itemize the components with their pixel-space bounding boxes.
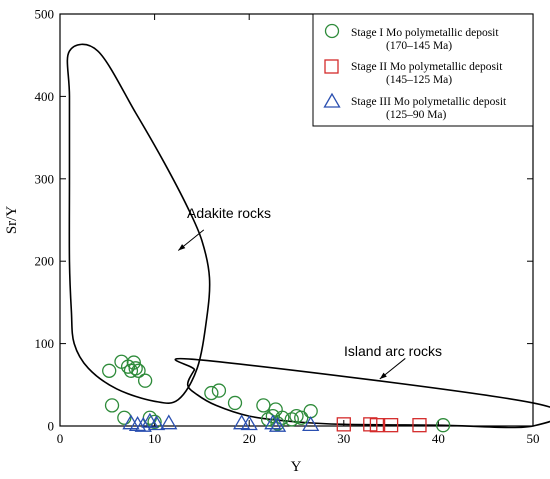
stage1-point [128, 361, 143, 376]
legend-label-stage3: Stage III Mo polymetallic deposit [351, 96, 507, 108]
stage1-point [137, 373, 153, 388]
stage1-point [126, 355, 141, 370]
annotation-arrow-head [178, 244, 186, 251]
legend-box [312, 13, 534, 127]
legend-age-stage1: (170–145 Ma) [386, 40, 452, 52]
adakite-boundary [66, 43, 211, 404]
y-axis-title: Sr/Y [4, 206, 20, 235]
stage1-point [102, 363, 117, 378]
stage1-point [284, 412, 299, 427]
x-tick-label: 40 [432, 431, 445, 446]
stage3-point [233, 414, 251, 430]
stage1-point [204, 385, 219, 401]
stage1-point [227, 395, 243, 411]
stage1-point [294, 410, 309, 425]
stage2-point [412, 418, 427, 433]
y-tick-label: 400 [35, 89, 55, 104]
stage1-point [104, 398, 120, 413]
stage3-point [128, 416, 147, 432]
island-arc-label: Island arc rocks [344, 343, 442, 359]
x-tick-label: 0 [57, 431, 64, 446]
stage1-point [435, 418, 451, 433]
stage2-point [383, 418, 399, 433]
x-axis-title: Y [291, 459, 302, 475]
stage1-point [275, 410, 290, 425]
stage1-point [117, 410, 132, 425]
y-tick-label: 0 [48, 419, 55, 434]
stage1-point [131, 363, 146, 378]
annotation-arrow-head [379, 372, 387, 380]
stage3-point [268, 416, 287, 432]
adakite-label: Adakite rocks [187, 205, 271, 221]
stage3-point [147, 415, 166, 431]
stage3-point [160, 414, 178, 430]
legend-age-stage2: (145–125 Ma) [386, 74, 452, 86]
stage2-point [369, 418, 385, 433]
legend-marker-stage2 [324, 59, 339, 74]
legend: Stage I Mo polymetallic deposit (170–145… [312, 13, 534, 127]
island-arc-boundary [174, 357, 550, 429]
x-tick-label: 30 [337, 431, 350, 446]
stage1-point [256, 398, 271, 413]
stage2-point [336, 417, 351, 432]
y-tick-label: 200 [35, 254, 55, 269]
y-tick-label: 500 [35, 7, 55, 22]
y-tick-label: 100 [35, 336, 55, 351]
legend-marker-stage3 [323, 92, 341, 108]
x-tick-label: 10 [148, 431, 161, 446]
stage1-point [211, 383, 227, 398]
legend-label-stage2: Stage II Mo polymetallic deposit [351, 61, 503, 73]
stage1-point [303, 404, 318, 419]
legend-age-stage3: (125–90 Ma) [386, 109, 447, 121]
data-points [102, 354, 451, 433]
legend-marker-stage1 [324, 23, 340, 39]
stage3-point [134, 416, 152, 432]
stage1-point [265, 408, 281, 424]
stage3-point [302, 416, 320, 432]
y-tick-label: 300 [35, 171, 55, 186]
x-tick-label: 50 [527, 431, 540, 446]
plot-frame [59, 13, 534, 427]
stage3-point [240, 415, 258, 431]
stage1-point [147, 414, 162, 430]
stage3-point [264, 414, 282, 430]
x-tick-label: 20 [243, 431, 256, 446]
legend-label-stage1: Stage I Mo polymetallic deposit [351, 27, 499, 39]
